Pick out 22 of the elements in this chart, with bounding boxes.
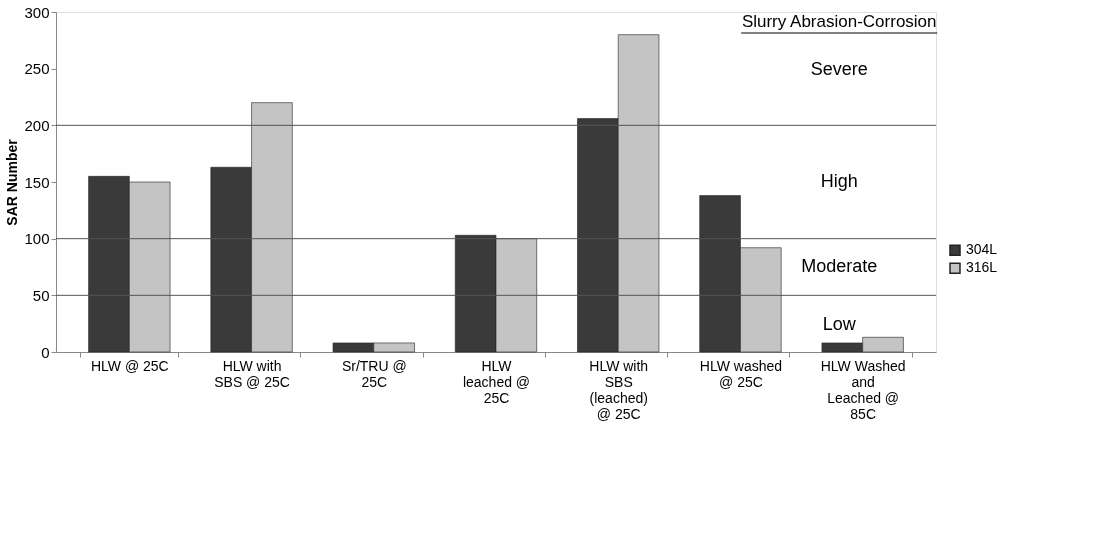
x-tick-label: HLW with SBS @ 25C	[214, 357, 290, 390]
annotation: Severe	[810, 58, 868, 79]
x-tick-label: HLW washed @ 25C	[699, 357, 783, 390]
x-tick-label: HLW leached @ 25C	[462, 357, 531, 406]
legend-label: 316L	[966, 259, 998, 276]
annotation: High	[820, 171, 858, 191]
y-tick-label: 0	[41, 343, 50, 361]
annotation: Low	[822, 313, 857, 334]
y-tick-label: 200	[24, 116, 50, 134]
y-tick-label: 250	[24, 60, 50, 78]
y-tick-label: 100	[24, 230, 50, 248]
legend-label: 304L	[966, 241, 998, 258]
x-tick-label: Sr/TRU @ 25C	[341, 357, 407, 390]
y-tick-label: 150	[24, 173, 50, 191]
x-tick-label: HLW @ 25C	[90, 357, 169, 374]
y-tick-label: 300	[24, 3, 50, 21]
x-tick-label: HLW with SBS (leached) @ 25C	[589, 357, 649, 422]
annotation: Slurry Abrasion-Corrosion	[741, 12, 937, 31]
y-tick-label: 50	[32, 286, 50, 304]
x-tick-label: HLW Washed and Leached @ 85C	[820, 357, 906, 422]
annotation: Moderate	[801, 256, 878, 276]
y-axis-title: SAR Number	[4, 138, 21, 226]
